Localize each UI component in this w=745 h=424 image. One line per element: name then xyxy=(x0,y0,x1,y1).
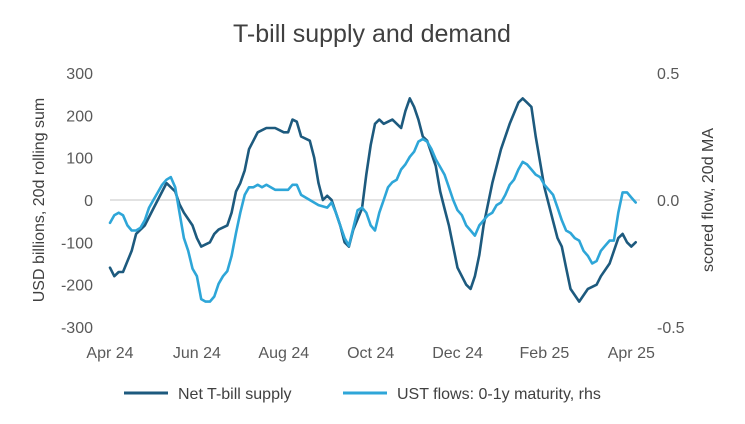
x-tick-label: Oct 24 xyxy=(347,345,394,362)
series-line-net-tbill-supply xyxy=(108,97,638,303)
chart-title: T-bill supply and demand xyxy=(233,20,511,48)
x-tick-label: Apr 24 xyxy=(86,345,133,362)
legend-label-ust-flows: UST flows: 0-1y maturity, rhs xyxy=(397,386,601,403)
left-y-tick-label: 100 xyxy=(66,151,93,168)
axes: 300 200 100 0 -100 -200 -300 0.5 0.0 -0.5 Apr 24 Ju… xyxy=(61,66,685,362)
x-tick-label: Apr 25 xyxy=(608,345,655,362)
left-y-tick-label: -300 xyxy=(61,320,93,337)
left-y-tick-label: -100 xyxy=(61,235,93,252)
left-y-tick-label: 300 xyxy=(66,66,93,83)
right-y-tick-label: -0.5 xyxy=(657,320,685,337)
left-y-tick-label: -200 xyxy=(61,278,93,295)
legend: Net T-bill supply UST flows: 0-1y maturi… xyxy=(124,386,601,403)
right-y-tick-label: 0.5 xyxy=(657,66,679,83)
left-y-tick-label: 0 xyxy=(84,193,93,210)
legend-label-net-tbill-supply: Net T-bill supply xyxy=(178,386,292,403)
left-y-tick-label: 200 xyxy=(66,108,93,125)
left-axis-title: USD billions, 20d rolling sum xyxy=(31,98,48,303)
right-axis-title: scored flow, 20d MA xyxy=(700,128,717,272)
series-line-ust-flows xyxy=(108,137,638,303)
plot-area xyxy=(108,97,638,303)
x-tick-label: Jun 24 xyxy=(173,345,221,362)
x-tick-label: Feb 25 xyxy=(520,345,570,362)
right-y-tick-label: 0.0 xyxy=(657,193,679,210)
x-tick-label: Aug 24 xyxy=(258,345,309,362)
x-tick-label: Dec 24 xyxy=(432,345,483,362)
